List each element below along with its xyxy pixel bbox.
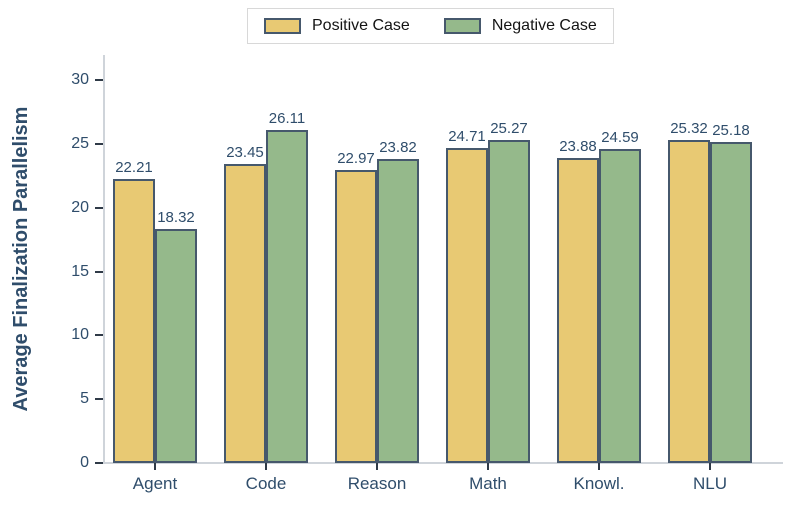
- bar-value-label: 25.32: [670, 119, 708, 137]
- bar-negative-math: [488, 140, 530, 463]
- x-tick-mark: [709, 463, 711, 470]
- bar-positive-math: [446, 147, 488, 463]
- x-tick-mark: [487, 463, 489, 470]
- positive-case-swatch-icon: [264, 18, 301, 34]
- bar-positive-code: [224, 163, 266, 463]
- y-tick-label: 20: [71, 198, 89, 216]
- bar-positive-agent: [113, 179, 155, 463]
- x-tick-mark: [376, 463, 378, 470]
- bar-positive-nlu: [668, 139, 710, 463]
- y-tick-label: 30: [71, 71, 89, 88]
- legend-label-negative-case: Negative Case: [491, 17, 597, 34]
- bar-positive-reason: [335, 169, 377, 463]
- legend: Positive Case Negative Case: [247, 8, 614, 44]
- x-tick-label-code: Code: [245, 474, 287, 493]
- x-tick-mark: [154, 463, 156, 470]
- y-tick-mark: [95, 79, 103, 81]
- bar-value-label: 23.82: [379, 138, 417, 156]
- negative-case-swatch-icon: [443, 18, 481, 34]
- bar-negative-reason: [377, 158, 419, 463]
- y-tick-label: 10: [71, 326, 89, 344]
- bar-negative-knowl: [599, 149, 641, 463]
- y-tick-label: 0: [80, 454, 89, 471]
- bar-negative-agent: [155, 229, 197, 463]
- bar-value-label: 26.11: [268, 109, 306, 127]
- y-tick-mark: [95, 206, 103, 209]
- bar-value-label: 23.45: [226, 143, 264, 161]
- bar-value-label: 24.59: [601, 129, 639, 147]
- bar-value-label: 22.21: [115, 159, 153, 177]
- bar-value-label: 18.32: [157, 209, 195, 227]
- y-axis-line: [103, 55, 105, 464]
- bar-negative-nlu: [710, 141, 752, 463]
- bar-value-label: 25.18: [712, 121, 750, 139]
- y-tick-mark: [95, 334, 103, 337]
- x-axis-line: [103, 462, 783, 464]
- bar-negative-code: [266, 129, 308, 463]
- x-tick-label-reason: Reason: [347, 474, 407, 493]
- bar-value-label: 23.88: [559, 138, 597, 156]
- x-tick-label-knowl: Knowl.: [573, 474, 625, 493]
- bar-positive-knowl: [557, 158, 599, 463]
- x-tick-label-math: Math: [469, 474, 507, 493]
- y-tick-label: 25: [71, 134, 89, 152]
- x-tick-label-agent: Agent: [132, 474, 178, 493]
- legend-label-positive-case: Positive Case: [312, 17, 410, 34]
- y-tick-mark: [95, 270, 103, 273]
- y-tick-mark: [95, 398, 103, 401]
- bar-value-label: 25.27: [490, 120, 528, 138]
- y-tick-label: 5: [80, 390, 89, 408]
- x-tick-mark: [265, 463, 267, 470]
- y-tick-mark: [95, 462, 103, 464]
- y-tick-label: 15: [71, 262, 89, 280]
- legend-item-negative-case: Negative Case: [443, 17, 597, 34]
- bar-value-label: 24.71: [448, 127, 486, 145]
- legend-item-positive-case: Positive Case: [264, 18, 410, 34]
- bar-value-label: 22.97: [337, 149, 375, 167]
- y-tick-mark: [95, 142, 103, 145]
- x-tick-mark: [598, 463, 600, 470]
- x-tick-label-nlu: NLU: [692, 474, 727, 493]
